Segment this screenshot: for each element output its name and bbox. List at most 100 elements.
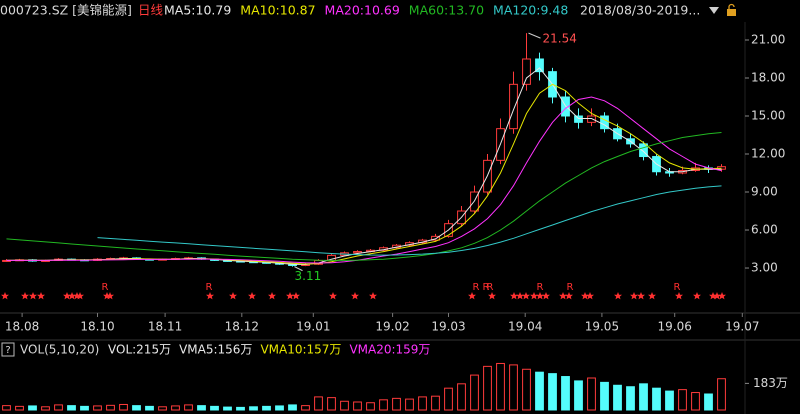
volume-bar [574,380,583,411]
ma-line [6,67,722,266]
candle-body [639,143,648,158]
x-tick-label: 19.01 [296,320,330,334]
volume-bar [418,396,427,411]
volume-bar [210,405,219,411]
volume-bar [67,405,76,411]
volume-bar [522,368,531,411]
volume-bar [392,397,401,411]
volume-bar [626,386,635,411]
volume-bar [405,398,414,411]
volume-bar [535,371,544,411]
ma-line [6,132,722,261]
volume-bar [2,405,11,411]
help-icon-mark: ? [5,345,10,356]
volume-bar [223,406,232,411]
y-tick-label: 21.00 [751,32,785,46]
candle-body [587,115,596,123]
volume-bar [93,405,102,411]
ma-line [97,185,722,256]
x-tick-label: 18.12 [225,320,259,334]
volume-bar [171,405,180,411]
min-pointer [294,266,303,272]
volume-bar [613,384,622,411]
volume-bar [80,405,89,411]
x-tick-label: 19.06 [658,320,692,334]
signal-label: R [206,282,213,293]
x-tick-label: 18.08 [5,320,39,334]
y-tick-label: 9.00 [751,185,778,199]
max-label: 21.54 [543,32,577,46]
x-tick-label: 19.04 [508,320,542,334]
volume-bar [41,406,50,411]
candle-body [574,115,583,123]
volume-bar [496,362,505,411]
volume-bar [262,405,271,411]
y-tick-label: 15.00 [751,109,785,123]
signal-label: R [483,282,490,293]
volume-legend-entry: VMA5:156万 [179,343,252,357]
volume-bar [639,383,648,411]
volume-bar [678,389,687,411]
volume-legend-entry: VMA20:159万 [349,343,430,357]
volume-bar [106,404,115,411]
y-tick-label: 12.00 [751,147,785,161]
signal-label: R [674,282,681,293]
volume-bar [717,378,726,411]
volume-bar [431,395,440,411]
volume-bar [184,404,193,411]
signal-label: R [567,282,574,293]
volume-bar [665,390,674,411]
y-tick-label: 6.00 [751,223,778,237]
volume-bar [327,397,336,411]
lock-icon[interactable] [727,3,736,17]
volume-bar [236,406,245,411]
volume-bar [704,393,713,411]
x-tick-label: 19.07 [725,320,759,334]
legend-entry: MA5:10.79 [164,3,231,18]
volume-bar [275,405,284,411]
volume-bar [379,399,388,411]
x-tick-label: 18.10 [80,320,114,334]
ma-line [6,96,722,264]
volume-bar [132,405,141,411]
legend-entry: MA20:10.69 [325,3,400,18]
legend-entry: MA10:10.87 [240,3,315,18]
volume-bar [288,404,297,411]
volume-title: VOL(5,10,20) [20,343,99,357]
volume-bar [28,405,37,411]
volume-bar [509,364,518,411]
candle-body [509,83,518,130]
volume-bar [457,383,466,411]
candle-body [522,58,531,85]
min-label: 3.11 [295,269,322,283]
volume-bar [444,387,453,411]
help-icon[interactable] [1,342,15,357]
volume-bar [119,403,128,411]
volume-bar [548,373,557,411]
y-tick-label: 18.00 [751,70,785,84]
legend-entry: MA60:13.70 [409,3,484,18]
volume-bar [158,406,167,411]
volume-bar [197,405,206,411]
signal-label: R [473,282,480,293]
volume-y-tick-label: 183万 [753,376,788,390]
date-range: 2018/08/30-2019... [580,3,700,18]
legend-entry: MA120:9.48 [493,3,568,18]
x-tick-label: 18.11 [148,320,182,334]
volume-bar [301,405,310,411]
volume-bar [691,392,700,411]
dropdown-icon[interactable] [709,7,719,14]
x-tick-label: 19.03 [431,320,465,334]
volume-bar [54,404,63,411]
period: 日线 [138,3,164,18]
volume-bar [652,387,661,411]
volume-legend-entry: VOL:215万 [108,343,171,357]
signal-label: R [537,282,544,293]
volume-bar [483,365,492,411]
lock-shackle [728,3,735,9]
volume-bar [15,405,24,411]
candle-body [600,115,609,130]
